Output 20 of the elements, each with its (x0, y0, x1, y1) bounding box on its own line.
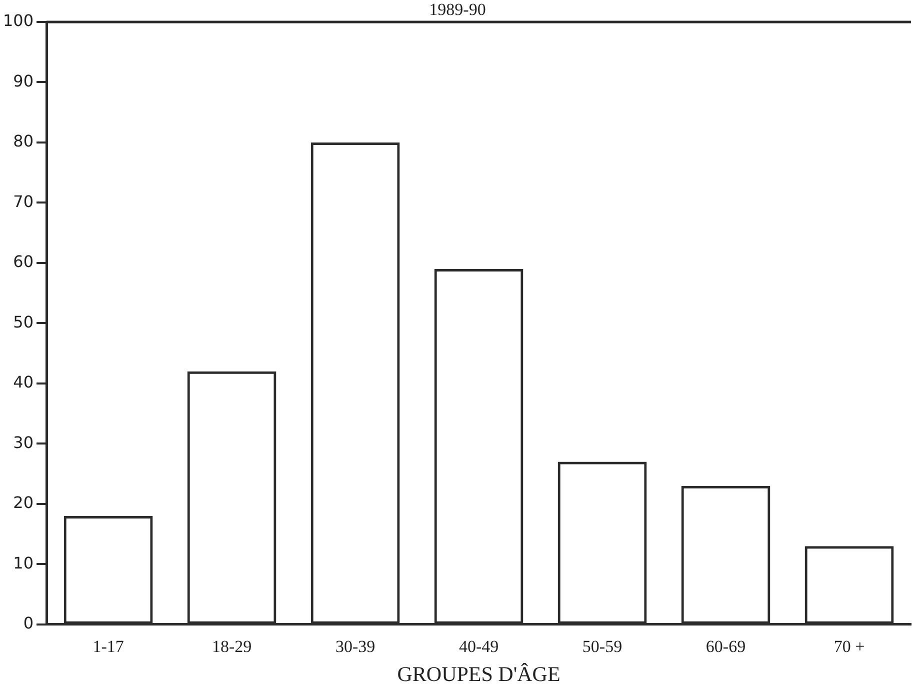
y-tick-label: 60 (13, 252, 34, 272)
x-tick-label: 60-69 (706, 637, 746, 656)
y-tick-label: 20 (13, 493, 34, 512)
x-axis-title: GROUPES D'ÂGE (397, 662, 560, 686)
y-tick-label: 10 (13, 553, 34, 572)
y-tick-label: 80 (13, 132, 34, 151)
y-tick-label: 100 (2, 11, 34, 30)
x-tick-label: 70 + (834, 637, 865, 656)
y-tick-label: 0 (23, 614, 34, 633)
y-tick-label: 40 (13, 372, 34, 392)
x-tick-label: 30-39 (335, 637, 376, 656)
x-tick-label: 1-17 (92, 637, 124, 656)
y-tick-label: 30 (13, 432, 34, 452)
x-tick-label: 18-29 (212, 637, 252, 656)
y-tick-label: 70 (13, 192, 34, 211)
x-tick-label: 50-59 (582, 637, 622, 656)
y-tick-label: 90 (13, 71, 34, 90)
x-tick-label: 40-49 (458, 637, 499, 656)
y-tick-label: 50 (13, 312, 34, 332)
chart-title: 1989-90 (429, 0, 486, 19)
